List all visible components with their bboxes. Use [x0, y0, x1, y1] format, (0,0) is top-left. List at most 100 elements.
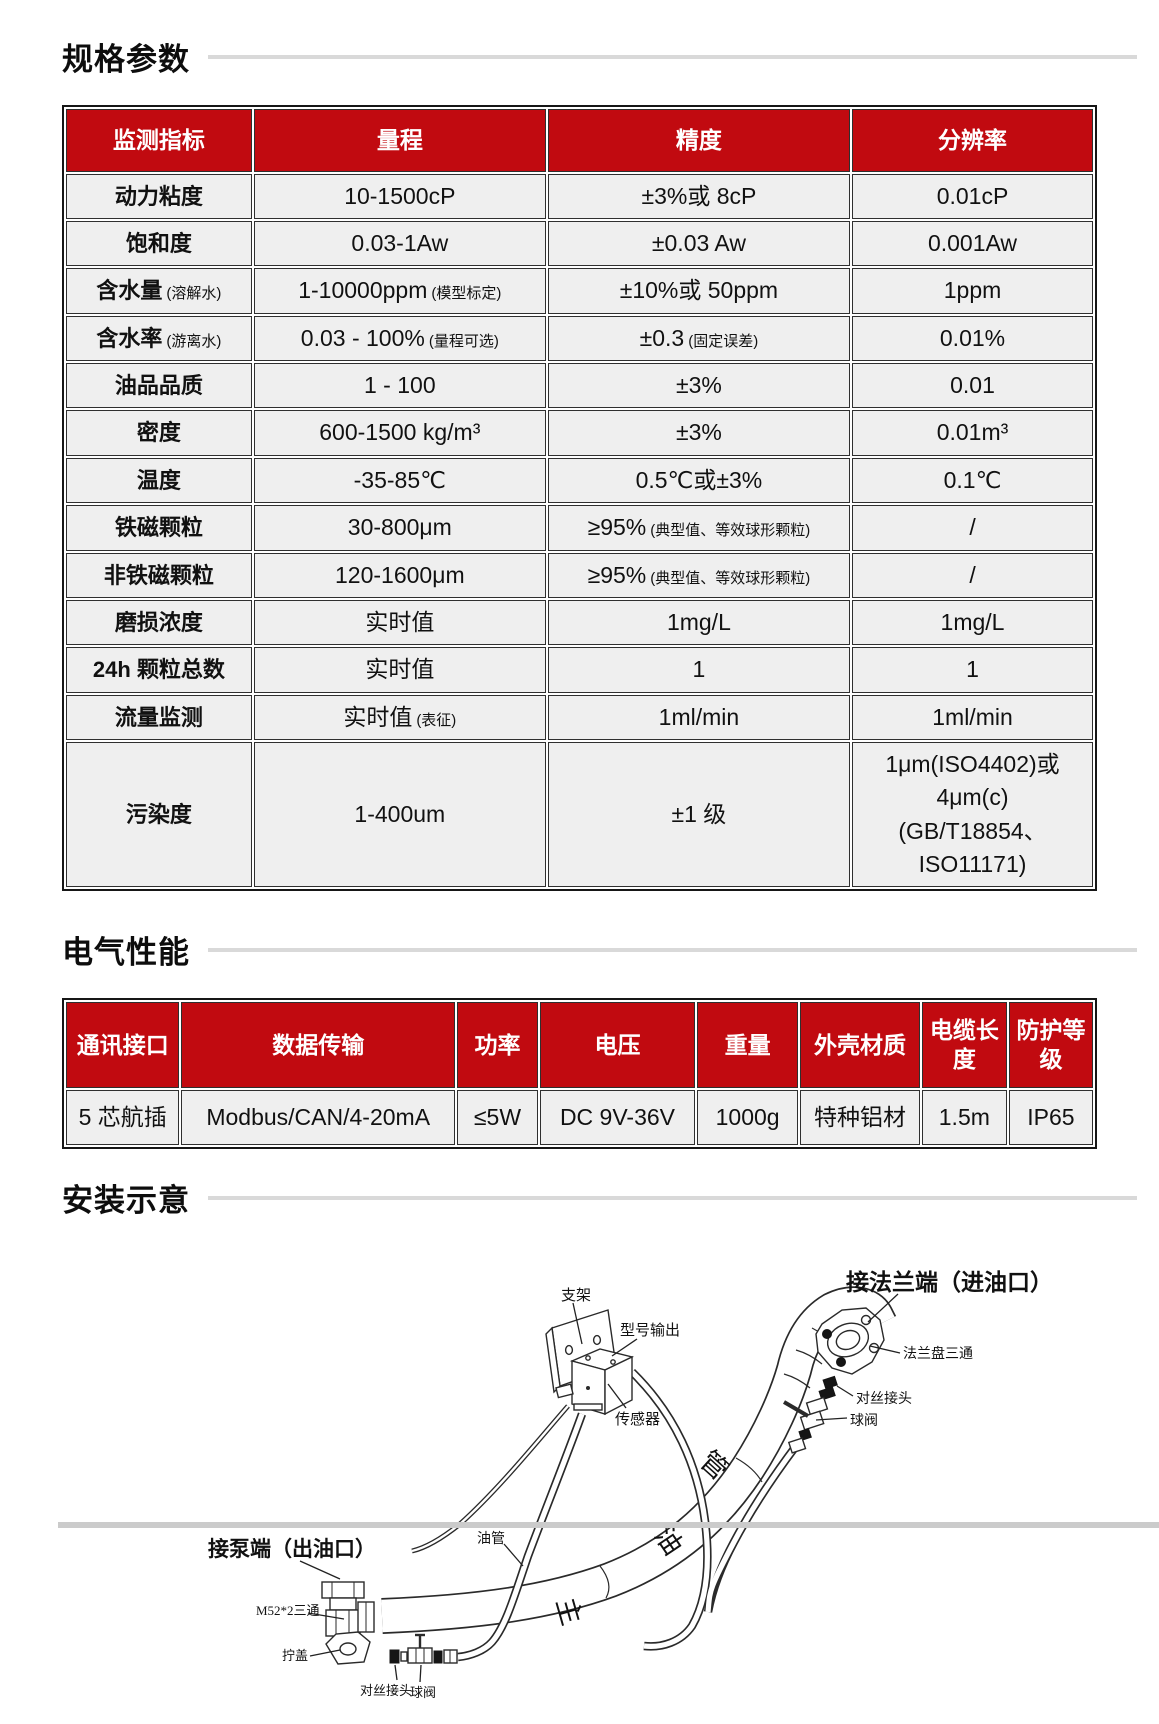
col-header-indicator: 监测指标	[66, 109, 252, 172]
col-header-resolution: 分辨率	[852, 109, 1093, 172]
installation-drawing: 主 油 管	[208, 1269, 1053, 1700]
cell-range: 0.03-1Aw	[253, 221, 546, 267]
label-pump-end: 接泵端（出油口）	[208, 1537, 376, 1561]
col-header-ip: 防护等级	[1008, 1002, 1093, 1088]
cell-range: -35-85℃	[253, 457, 546, 504]
label-flange-end: 接法兰端（进油口）	[846, 1269, 1053, 1295]
right-fitting-chain	[782, 1375, 838, 1454]
cell-ip: IP65	[1008, 1089, 1093, 1146]
label-sensor: 传感器	[615, 1411, 660, 1428]
sensor-cable	[411, 1404, 570, 1554]
cell-indicator: 磨损浓度	[66, 599, 252, 646]
cell-indicator: 流量监测	[66, 694, 252, 740]
electrical-section-header: 电气性能	[62, 927, 1137, 972]
cell-power: ≤5W	[456, 1089, 538, 1146]
table-row: 非铁磁颗粒 120-1600μm ≥95% (典型值、等效球形颗粒) /	[66, 552, 1093, 598]
label-fitting-right: 对丝接头	[856, 1390, 912, 1407]
cell-case: 特种铝材	[800, 1089, 920, 1146]
cell-indicator: 温度	[66, 457, 252, 504]
cell-range: 1 - 100	[253, 363, 546, 409]
elec-header-row: 通讯接口 数据传输 功率 电压 重量 外壳材质 电缆长度 防护等级	[66, 1002, 1093, 1088]
cell-range: 1-400um	[253, 741, 546, 888]
label-signal-output: 型号输出	[620, 1322, 680, 1339]
cell-range: 0.03 - 100% (量程可选)	[253, 315, 546, 362]
cell-resolution: 0.001Aw	[852, 221, 1093, 267]
sensor-box	[555, 1348, 635, 1416]
install-section-header: 安装示意	[62, 1175, 1137, 1220]
cell-accuracy: ≥95% (典型值、等效球形颗粒)	[547, 505, 851, 551]
cell-resolution: 1μm(ISO4402)或 4μm(c)(GB/T18854、ISO11171)	[852, 741, 1093, 888]
cell-data: Modbus/CAN/4-20mA	[181, 1089, 455, 1146]
cell-resolution: /	[852, 552, 1093, 598]
cell-indicator: 24h 颗粒总数	[66, 647, 252, 693]
cell-resolution: 0.01m³	[852, 410, 1093, 456]
label-oil-hose: 油管	[477, 1531, 505, 1547]
table-row: 污染度 1-400um ±1 级 1μm(ISO4402)或 4μm(c)(GB…	[66, 741, 1093, 888]
cell-comm: 5 芯航插	[66, 1089, 180, 1146]
cell-range: 30-800μm	[253, 505, 546, 551]
table-row: 含水量 (溶解水) 1-10000ppm (模型标定) ±10%或 50ppm 1p…	[66, 268, 1093, 314]
cell-accuracy: ±3%或 8cP	[547, 173, 851, 220]
bottom-fitting-chain	[389, 1633, 458, 1664]
cell-resolution: 0.01%	[852, 315, 1093, 362]
cell-accuracy: ±0.03 Aw	[547, 221, 851, 267]
main-oil-pipe	[381, 1286, 897, 1635]
col-header-cable: 电缆长度	[921, 1002, 1007, 1088]
cell-indicator: 非铁磁颗粒	[66, 552, 252, 598]
cell-weight: 1000g	[696, 1089, 799, 1146]
col-header-accuracy: 精度	[547, 109, 851, 172]
cell-range: 实时值	[253, 599, 546, 646]
table-row: 含水率 (游离水) 0.03 - 100% (量程可选) ±0.3 (固定误差) 0.…	[66, 315, 1093, 362]
cell-range: 实时值 (表征)	[253, 694, 546, 740]
cell-resolution: 1	[852, 647, 1093, 693]
cell-range: 10-1500cP	[253, 173, 546, 220]
table-row: 磨损浓度 实时值 1mg/L 1mg/L	[66, 599, 1093, 646]
cell-indicator: 密度	[66, 410, 252, 456]
table-row: 动力粘度 10-1500cP ±3%或 8cP 0.01cP	[66, 173, 1093, 220]
table-row: 流量监测 实时值 (表征) 1ml/min 1ml/min	[66, 694, 1093, 740]
cell-range: 120-1600μm	[253, 552, 546, 598]
cell-accuracy: ±1 级	[547, 741, 851, 888]
table-row: 饱和度 0.03-1Aw ±0.03 Aw 0.001Aw	[66, 221, 1093, 267]
spec-header-row: 监测指标 量程 精度 分辨率	[66, 109, 1093, 172]
cell-range: 1-10000ppm (模型标定)	[253, 268, 546, 314]
table-row: 密度 600-1500 kg/m³ ±3% 0.01m³	[66, 410, 1093, 456]
cell-voltage: DC 9V-36V	[539, 1089, 695, 1146]
cell-indicator: 含水率 (游离水)	[66, 315, 252, 362]
title-rule	[208, 54, 1137, 59]
footer-bar	[58, 1522, 1159, 1528]
cell-resolution: 1ppm	[852, 268, 1093, 314]
cell-accuracy: ±3%	[547, 363, 851, 409]
label-flange-tee: 法兰盘三通	[903, 1345, 973, 1362]
col-header-case: 外壳材质	[800, 1002, 920, 1088]
col-header-data: 数据传输	[181, 1002, 455, 1088]
section-title-install: 安装示意	[62, 1183, 190, 1219]
cell-resolution: 1mg/L	[852, 599, 1093, 646]
label-fitting-bottom: 对丝接头	[360, 1683, 412, 1698]
cell-cable: 1.5m	[921, 1089, 1007, 1146]
cell-accuracy: ≥95% (典型值、等效球形颗粒)	[547, 552, 851, 598]
table-row: 油品品质 1 - 100 ±3% 0.01	[66, 363, 1093, 409]
cell-accuracy: 1	[547, 647, 851, 693]
table-row: 5 芯航插 Modbus/CAN/4-20mA ≤5W DC 9V-36V 10…	[66, 1089, 1093, 1146]
label-m52-tee: M52*2三通	[256, 1603, 320, 1618]
cell-resolution: /	[852, 505, 1093, 551]
label-cap: 拧盖	[282, 1648, 308, 1663]
cell-accuracy: 1ml/min	[547, 694, 851, 740]
cell-resolution: 0.01	[852, 363, 1093, 409]
cell-indicator: 含水量 (溶解水)	[66, 268, 252, 314]
table-row: 温度 -35-85℃ 0.5℃或±3% 0.1℃	[66, 457, 1093, 504]
cell-indicator: 饱和度	[66, 221, 252, 267]
col-header-range: 量程	[253, 109, 546, 172]
col-header-comm: 通讯接口	[66, 1002, 180, 1088]
cell-resolution: 0.1℃	[852, 457, 1093, 504]
spec-table: 监测指标 量程 精度 分辨率 动力粘度 10-1500cP ±3%或 8cP 0…	[62, 105, 1097, 892]
label-valve-bottom: 球阀	[410, 1685, 436, 1700]
cell-accuracy: ±10%或 50ppm	[547, 268, 851, 314]
cell-range: 实时值	[253, 647, 546, 693]
spec-section-header: 规格参数	[62, 34, 1137, 79]
cell-range: 600-1500 kg/m³	[253, 410, 546, 456]
cell-indicator: 铁磁颗粒	[66, 505, 252, 551]
title-rule	[208, 947, 1137, 952]
